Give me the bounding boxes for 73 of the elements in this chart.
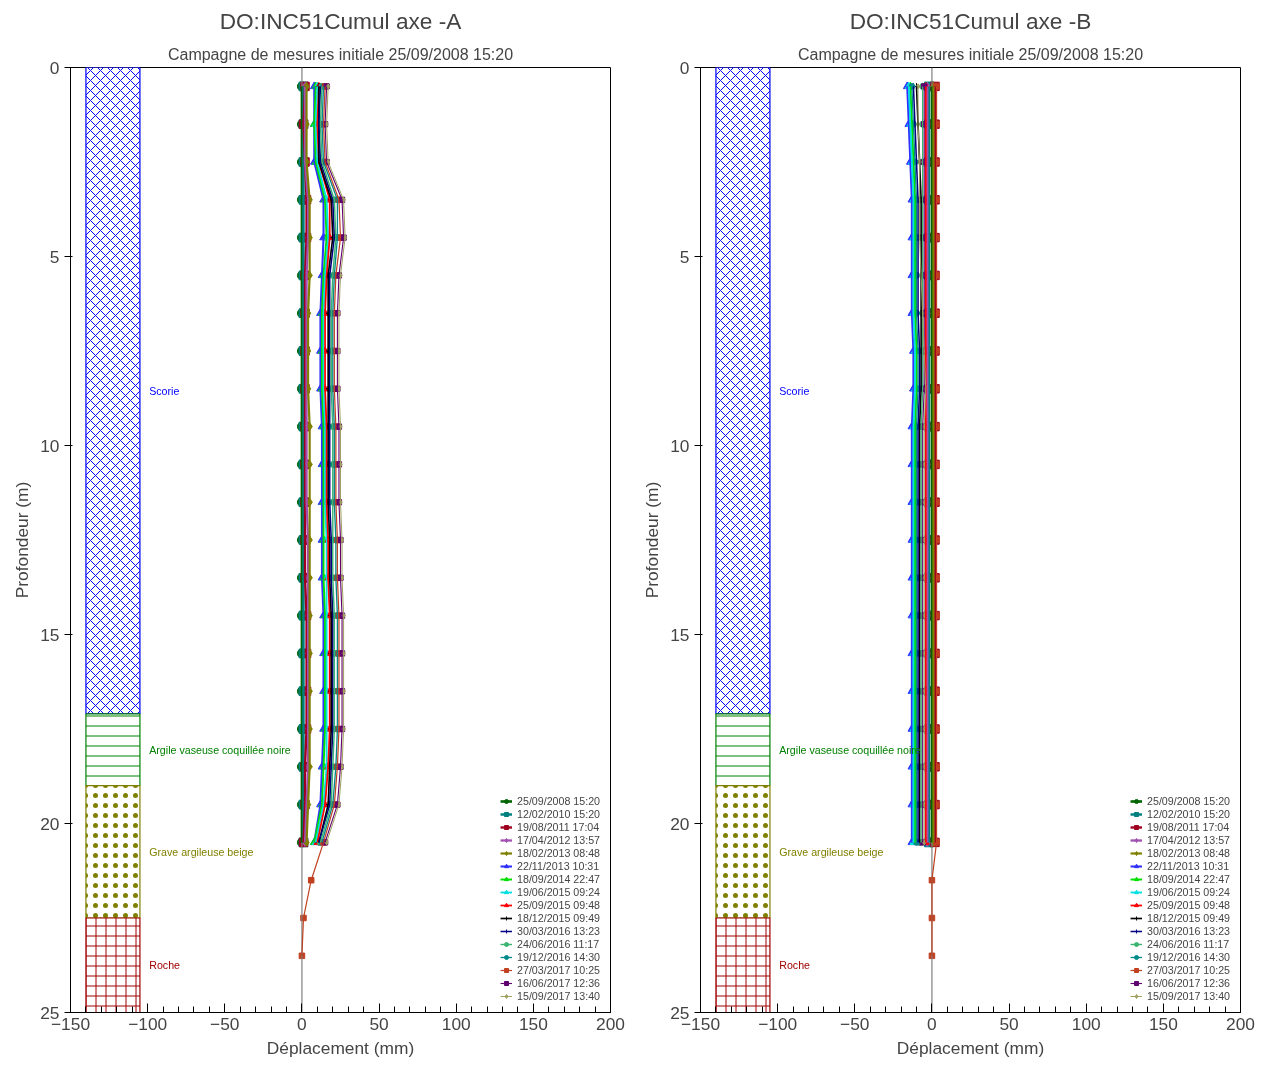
legend-label: 17/04/2012 13:57 [1147, 834, 1230, 846]
legend-label: 15/09/2017 13:40 [517, 990, 600, 1002]
legend-label: 12/02/2010 15:20 [1147, 808, 1230, 820]
band-label: Roche [779, 959, 811, 972]
legend-label: 24/06/2016 11:17 [1147, 938, 1230, 950]
legend-label: 12/02/2010 15:20 [517, 808, 600, 820]
chart-title: DO:INC51Cumul axe -A [219, 7, 463, 34]
y-tick-label: 5 [679, 246, 690, 267]
legend-label: 15/09/2017 13:40 [1147, 990, 1230, 1002]
legend-label: 16/06/2017 12:36 [517, 977, 600, 989]
legend-label: 18/12/2015 09:49 [517, 912, 600, 924]
legend-label: 18/09/2014 22:47 [1147, 873, 1230, 885]
y-axis-title: Profondeur (m) [12, 481, 33, 599]
chart-subtitle: Campagne de mesures initiale 25/09/2008 15:20 [167, 45, 514, 63]
legend-label: 22/11/2013 10:31 [1147, 860, 1230, 872]
legend-label: 18/02/2013 08:48 [517, 847, 600, 859]
legend-label: 16/06/2017 12:36 [1147, 977, 1230, 989]
band-label: Roche [149, 959, 181, 972]
y-tick-label: 0 [679, 57, 690, 78]
legend-label: 19/12/2016 14:30 [1147, 951, 1230, 963]
band-label: Argile vaseuse coquillée noire [149, 743, 291, 756]
x-tick-label: −100 [758, 1013, 798, 1034]
x-axis-title: Déplacement (mm) [896, 1037, 1045, 1058]
x-tick-label: 100 [1071, 1013, 1101, 1034]
legend-label: 22/11/2013 10:31 [517, 860, 600, 872]
legend-label: 25/09/2008 15:20 [517, 795, 600, 807]
x-axis-title: Déplacement (mm) [266, 1037, 415, 1058]
band-label: Scorie [149, 384, 180, 397]
band-label: Scorie [779, 384, 810, 397]
y-tick-label: 10 [670, 435, 690, 456]
x-tick-label: 150 [518, 1013, 548, 1034]
y-tick-label: 20 [670, 813, 690, 834]
x-tick-label: −50 [210, 1013, 240, 1034]
x-tick-label: 150 [1148, 1013, 1178, 1034]
x-tick-label: −50 [840, 1013, 870, 1034]
x-tick-label: 50 [369, 1013, 389, 1034]
y-tick-label: 5 [49, 246, 60, 267]
x-tick-label: 200 [596, 1013, 625, 1034]
x-tick-label: 0 [927, 1013, 937, 1034]
y-tick-label: 15 [670, 624, 690, 645]
legend-label: 18/09/2014 22:47 [517, 873, 600, 885]
legend-label: 18/12/2015 09:49 [1147, 912, 1230, 924]
x-tick-label: 50 [999, 1013, 1019, 1034]
chart-title: DO:INC51Cumul axe -B [849, 7, 1092, 34]
x-tick-label: −100 [128, 1013, 168, 1034]
x-tick-label: 200 [1226, 1013, 1255, 1034]
legend-label: 19/06/2015 09:24 [517, 886, 600, 898]
legend-label: 30/03/2016 13:23 [1147, 925, 1230, 937]
band-label: Grave argileuse beige [779, 845, 884, 858]
y-tick-label: 20 [40, 813, 60, 834]
y-tick-label: 25 [40, 1002, 60, 1023]
legend-label: 27/03/2017 10:25 [1147, 964, 1230, 976]
y-axis-title: Profondeur (m) [642, 481, 663, 599]
legend-label: 27/03/2017 10:25 [517, 964, 600, 976]
x-tick-label: 100 [441, 1013, 471, 1034]
legend-label: 18/02/2013 08:48 [1147, 847, 1230, 859]
legend-label: 24/06/2016 11:17 [517, 938, 600, 950]
y-tick-label: 0 [49, 57, 60, 78]
x-tick-label: 0 [297, 1013, 307, 1034]
legend-label: 30/03/2016 13:23 [517, 925, 600, 937]
band-label: Grave argileuse beige [149, 845, 254, 858]
legend-label: 19/08/2011 17:04 [517, 821, 600, 833]
y-tick-label: 15 [40, 624, 60, 645]
legend-label: 25/09/2015 09:48 [1147, 899, 1230, 911]
chart-subtitle: Campagne de mesures initiale 25/09/2008 15:20 [797, 45, 1144, 63]
y-tick-label: 10 [40, 435, 60, 456]
legend-label: 25/09/2015 09:48 [517, 899, 600, 911]
legend-label: 19/06/2015 09:24 [1147, 886, 1230, 898]
legend-label: 17/04/2012 13:57 [517, 834, 600, 846]
legend-label: 25/09/2008 15:20 [1147, 795, 1230, 807]
legend-label: 19/12/2016 14:30 [517, 951, 600, 963]
legend-label: 19/08/2011 17:04 [1147, 821, 1230, 833]
y-tick-label: 25 [670, 1002, 690, 1023]
